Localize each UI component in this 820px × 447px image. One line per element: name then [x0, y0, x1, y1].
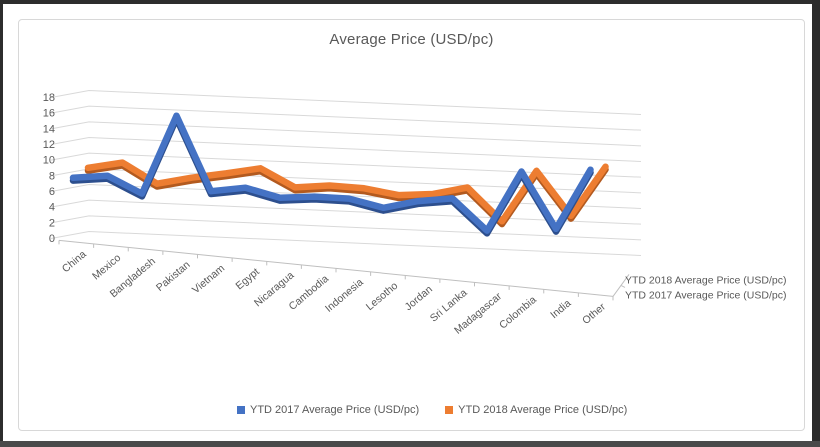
svg-text:Other: Other — [580, 300, 608, 326]
svg-text:18: 18 — [43, 92, 55, 104]
screenshot-frame-left — [0, 0, 3, 447]
svg-text:Jordan: Jordan — [403, 283, 435, 313]
screenshot-frame-bottom — [0, 441, 820, 447]
svg-text:China: China — [60, 248, 89, 275]
legend-item-ytd-2018: YTD 2018 Average Price (USD/pc) — [445, 404, 627, 416]
chart-container: Average Price (USD/pc) YTD 2018 Average … — [18, 19, 805, 431]
svg-text:Lesotho: Lesotho — [364, 280, 400, 313]
legend-label-ytd-2017: YTD 2017 Average Price (USD/pc) — [250, 404, 420, 416]
svg-text:Mexico: Mexico — [90, 252, 123, 283]
legend-label-ytd-2018: YTD 2018 Average Price (USD/pc) — [458, 404, 628, 416]
svg-text:14: 14 — [43, 123, 55, 135]
svg-text:Pakistan: Pakistan — [154, 259, 193, 294]
svg-text:6: 6 — [49, 186, 55, 198]
svg-text:Vietnam: Vietnam — [190, 262, 227, 296]
svg-text:0: 0 — [49, 233, 55, 245]
svg-text:Egypt: Egypt — [233, 266, 261, 293]
legend-swatch-ytd-2017 — [237, 406, 245, 414]
svg-text:4: 4 — [49, 202, 55, 214]
legend-swatch-ytd-2018 — [445, 406, 454, 414]
3d-line-plot-area: YTD 2018 Average Price (USD/pc) YTD 2017 … — [43, 89, 786, 337]
chart-title: Average Price (USD/pc) — [329, 31, 494, 48]
svg-text:16: 16 — [43, 108, 55, 120]
svg-text:12: 12 — [43, 139, 55, 151]
svg-text:10: 10 — [43, 155, 55, 167]
screenshot-frame-top — [0, 0, 820, 4]
screenshot-frame-right — [812, 0, 820, 447]
svg-text:2: 2 — [49, 217, 55, 229]
svg-text:YTD 2018 Average Price (USD/pc: YTD 2018 Average Price (USD/pc) — [625, 274, 786, 286]
svg-text:8: 8 — [49, 170, 55, 182]
svg-text:India: India — [548, 297, 573, 321]
legend-item-ytd-2017: YTD 2017 Average Price (USD/pc) — [237, 404, 419, 416]
svg-text:YTD 2017 Average Price (USD/pc: YTD 2017 Average Price (USD/pc) — [625, 289, 786, 301]
chart-legend: YTD 2017 Average Price (USD/pc) YTD 2018… — [237, 404, 627, 416]
